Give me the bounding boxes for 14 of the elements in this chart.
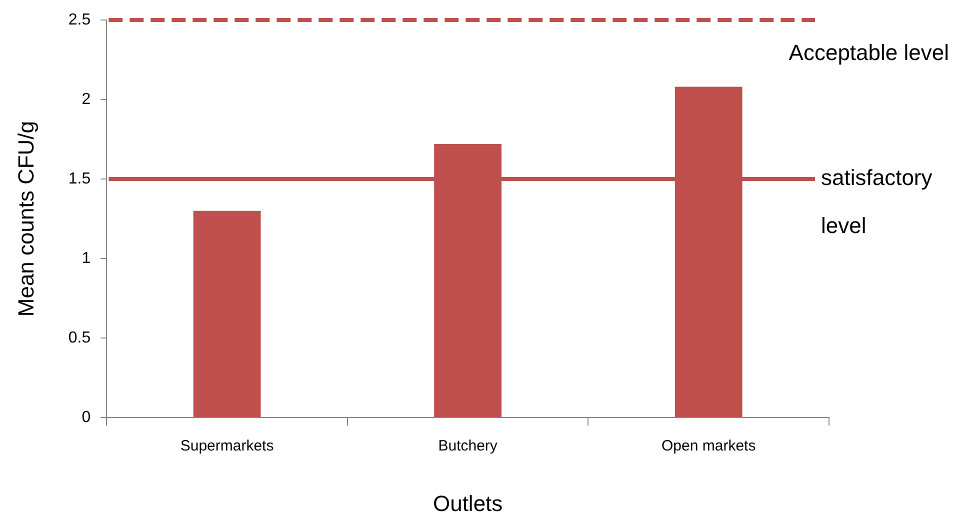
y-axis-title: Mean counts CFU/g: [13, 120, 38, 317]
x-axis-title: Outlets: [432, 490, 503, 516]
y-tick-label: 0.5: [68, 329, 91, 346]
x-tick-label: Open markets: [662, 438, 756, 455]
x-tick-label: Supermarkets: [180, 438, 274, 455]
y-tick-label: 0: [82, 409, 91, 426]
x-tick-label: Butchery: [438, 438, 498, 455]
ref-line-label: Acceptable level: [788, 40, 949, 66]
bar: [193, 210, 261, 418]
y-tick-label: 2: [82, 90, 91, 108]
y-tick-label: 1.5: [68, 170, 91, 188]
y-tick-label: 2.5: [68, 11, 91, 28]
y-tick-label: 1: [82, 250, 91, 267]
ref-line-label: satisfactory level: [821, 165, 932, 238]
